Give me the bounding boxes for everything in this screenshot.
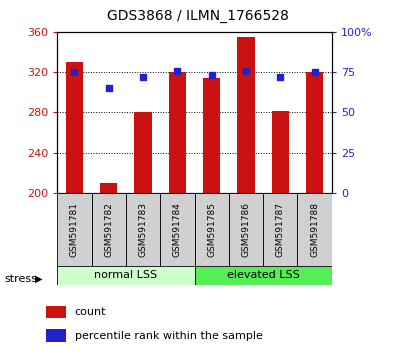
Text: GSM591787: GSM591787: [276, 202, 285, 257]
Text: count: count: [75, 307, 106, 317]
Bar: [306, 72, 323, 193]
Text: GSM591786: GSM591786: [241, 202, 250, 257]
Text: GSM591785: GSM591785: [207, 202, 216, 257]
Point: [71, 69, 77, 75]
Bar: [126, 193, 160, 266]
Bar: [66, 62, 83, 193]
Bar: [57, 193, 92, 266]
Bar: [272, 112, 289, 193]
Text: elevated LSS: elevated LSS: [227, 270, 299, 280]
Text: normal LSS: normal LSS: [94, 270, 158, 280]
Bar: [195, 193, 229, 266]
Bar: [297, 193, 332, 266]
Point: [105, 85, 112, 91]
Point: [277, 74, 284, 80]
Bar: [195, 266, 332, 285]
Text: GSM591781: GSM591781: [70, 202, 79, 257]
Point: [209, 73, 215, 78]
Point: [140, 74, 146, 80]
Bar: [160, 193, 195, 266]
Bar: [263, 193, 297, 266]
Point: [174, 68, 181, 73]
Point: [312, 69, 318, 75]
Point: [243, 68, 249, 73]
Text: GSM591783: GSM591783: [139, 202, 148, 257]
Bar: [46, 306, 66, 318]
Bar: [100, 183, 117, 193]
Bar: [237, 37, 255, 193]
Text: stress: stress: [4, 274, 37, 284]
Bar: [57, 266, 195, 285]
Bar: [46, 330, 66, 342]
Bar: [169, 72, 186, 193]
Text: GSM591788: GSM591788: [310, 202, 319, 257]
Bar: [229, 193, 263, 266]
Bar: [134, 113, 152, 193]
Bar: [203, 78, 220, 193]
Text: GDS3868 / ILMN_1766528: GDS3868 / ILMN_1766528: [107, 9, 288, 23]
Text: GSM591782: GSM591782: [104, 202, 113, 257]
Text: percentile rank within the sample: percentile rank within the sample: [75, 331, 263, 341]
Text: GSM591784: GSM591784: [173, 202, 182, 257]
Text: ▶: ▶: [35, 274, 42, 284]
Bar: [92, 193, 126, 266]
